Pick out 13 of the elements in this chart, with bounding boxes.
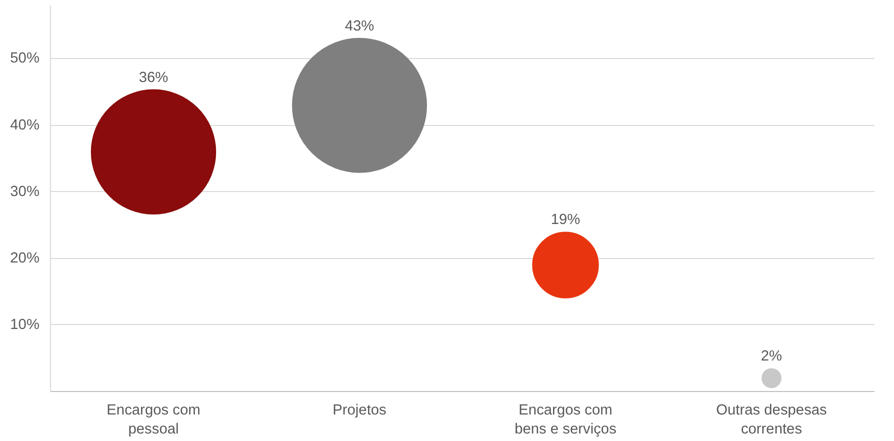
x-tick-label: Encargos com bens e serviços	[514, 402, 616, 438]
y-tick-label: 30%	[10, 184, 40, 200]
data-label: 19%	[550, 212, 580, 228]
y-tick-label: 40%	[10, 117, 40, 134]
y-tick-label: 10%	[10, 316, 40, 333]
data-label: 36%	[138, 70, 168, 86]
data-label: 2%	[760, 348, 782, 365]
x-tick-label: Outras despesas correntes	[716, 402, 827, 438]
data-label: 43%	[344, 18, 374, 34]
x-tick-label: Encargos com pessoal	[106, 402, 200, 438]
x-tick-label: Projetos	[332, 402, 386, 418]
y-tick-label: 20%	[10, 250, 40, 266]
y-tick-label: 50%	[10, 50, 40, 67]
